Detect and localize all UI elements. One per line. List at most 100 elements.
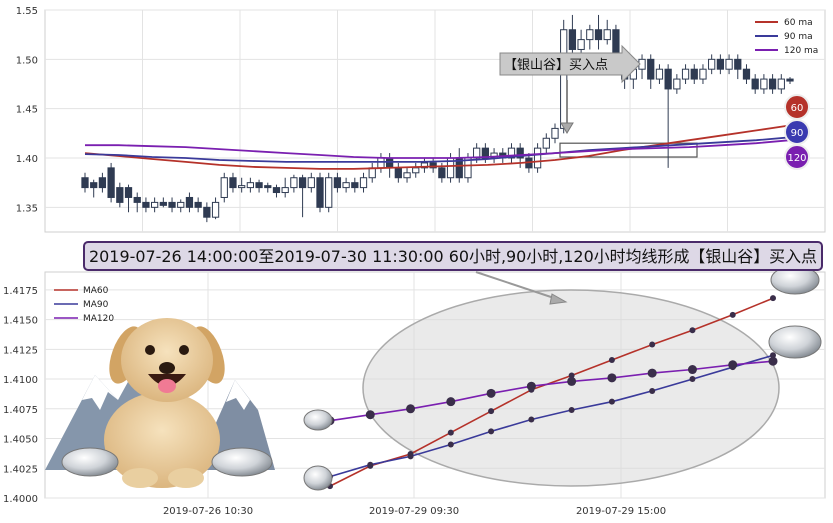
candle-body [429, 162, 437, 169]
candle-body [516, 147, 524, 159]
top-panel: 1.55 1.50 1.45 1.40 1.35 【银山谷】买入点 60 ma 90 m… [16, 6, 826, 233]
ma120-point [526, 381, 536, 391]
candle-body [316, 177, 324, 208]
candle-body [307, 177, 315, 189]
mountain-right-snow [226, 380, 250, 410]
bottom-y-tick-label: 1.4075 [3, 405, 38, 416]
ingot-3 [303, 409, 333, 431]
ma90-point [447, 441, 454, 448]
candle-body [603, 29, 611, 41]
candle-body [185, 196, 194, 208]
candle-body [507, 147, 516, 159]
dog-illustration [104, 318, 225, 488]
candle-body [342, 182, 350, 189]
candle-body [290, 177, 298, 189]
candle-body [116, 187, 124, 203]
badge-90-label: 90 [791, 128, 804, 139]
badge-120-circle [784, 144, 810, 170]
ma90-point [488, 428, 495, 435]
banner-pointer-head [549, 293, 568, 305]
ingot-4 [303, 465, 333, 491]
legend-label-90: 90 ma [784, 32, 813, 42]
ma60-line [84, 124, 791, 170]
bottom-x-tick-labels: 2019-07-26 10:30 2019-07-29 09:30 2019-07-… [163, 506, 666, 517]
bottom-y-tick-label: 1.4000 [3, 494, 38, 505]
candle-body [716, 58, 725, 70]
banner-box [83, 241, 823, 271]
candle-body [412, 167, 420, 174]
bottom-y-tick-label: 1.4125 [3, 345, 38, 356]
top-y-tick-label: 1.40 [16, 154, 38, 165]
ma90-point [689, 376, 696, 383]
candlesticks [81, 14, 794, 223]
candle-body [159, 201, 167, 206]
mountain-left-snow [82, 375, 118, 410]
legend-label-ma60: MA60 [83, 286, 109, 296]
bottom-moving-averages [325, 295, 778, 490]
ingot-6 [768, 325, 822, 359]
legend-label-60: 60 ma [784, 18, 813, 28]
ma60-point [568, 372, 575, 379]
candle-body [533, 147, 542, 169]
candle-body [385, 157, 394, 169]
ma120-point [728, 360, 738, 370]
ma120-point [365, 410, 375, 420]
dog-head [121, 318, 213, 402]
ma120-point [768, 356, 778, 366]
signal-banner: 2019-07-26 14:00:00至2019-07-30 11:30:00 … [83, 241, 823, 305]
bottom-y-tick-label: 1.4100 [3, 375, 38, 386]
top-legend: 60 ma 90 ma 120 ma [755, 18, 818, 56]
candle-body [90, 182, 98, 189]
dog-paw-right [168, 468, 204, 488]
legend-label-ma120: MA120 [83, 314, 114, 324]
candle-body [168, 201, 176, 208]
candle-body [142, 201, 150, 208]
ma90-point [649, 387, 656, 394]
candle-body [481, 147, 490, 159]
ma120-point [647, 368, 657, 378]
silver-ingots [61, 265, 822, 491]
ma60-point [608, 357, 615, 364]
candle-body [98, 177, 107, 189]
candle-body [264, 185, 272, 189]
candle-body [734, 58, 742, 70]
ma120-point [446, 397, 456, 407]
candle-body [742, 68, 751, 80]
ma60-point [770, 295, 776, 302]
candle-body [594, 29, 603, 41]
ma120-point [687, 365, 697, 375]
candle-body [681, 68, 690, 80]
banner-pointer-line [475, 271, 561, 301]
candle-body [551, 127, 559, 139]
ma90-point [608, 398, 615, 405]
signal-arrow-shape [499, 44, 641, 84]
candle-body [351, 182, 359, 189]
candle-body [586, 29, 594, 41]
candle-body [133, 196, 141, 203]
candle-body [786, 78, 794, 82]
candle-body [107, 167, 115, 198]
bottom-y-tick-label: 1.4150 [3, 316, 38, 327]
candle-body [298, 177, 307, 189]
bottom-legend: MA60 MA90 MA120 [54, 286, 114, 324]
ma90-point [367, 461, 374, 468]
ma120-line [85, 139, 791, 159]
ingot-2 [211, 447, 273, 477]
legend-label-ma90: MA90 [83, 300, 109, 310]
dog-paw-left [122, 468, 158, 488]
ingot-1 [61, 447, 119, 477]
highlight-ellipse [362, 289, 780, 487]
top-y-tick-labels: 1.55 1.50 1.45 1.40 1.35 [16, 6, 38, 214]
candle-body [333, 177, 342, 189]
ma90-series-line [329, 354, 774, 478]
candle-body [359, 177, 368, 189]
candle-body [203, 206, 211, 218]
ma90-point [568, 406, 575, 413]
bottom-y-tick-label: 1.4175 [3, 286, 38, 297]
ma60-point [488, 408, 495, 415]
candle-body [281, 187, 289, 194]
bottom-panel: 1.4175 1.4150 1.4125 1.4100 1.4075 1.4050 1.40… [3, 265, 826, 517]
candle-body [777, 78, 785, 90]
candle-body [150, 201, 159, 208]
legend-label-120: 120 ma [784, 46, 818, 56]
